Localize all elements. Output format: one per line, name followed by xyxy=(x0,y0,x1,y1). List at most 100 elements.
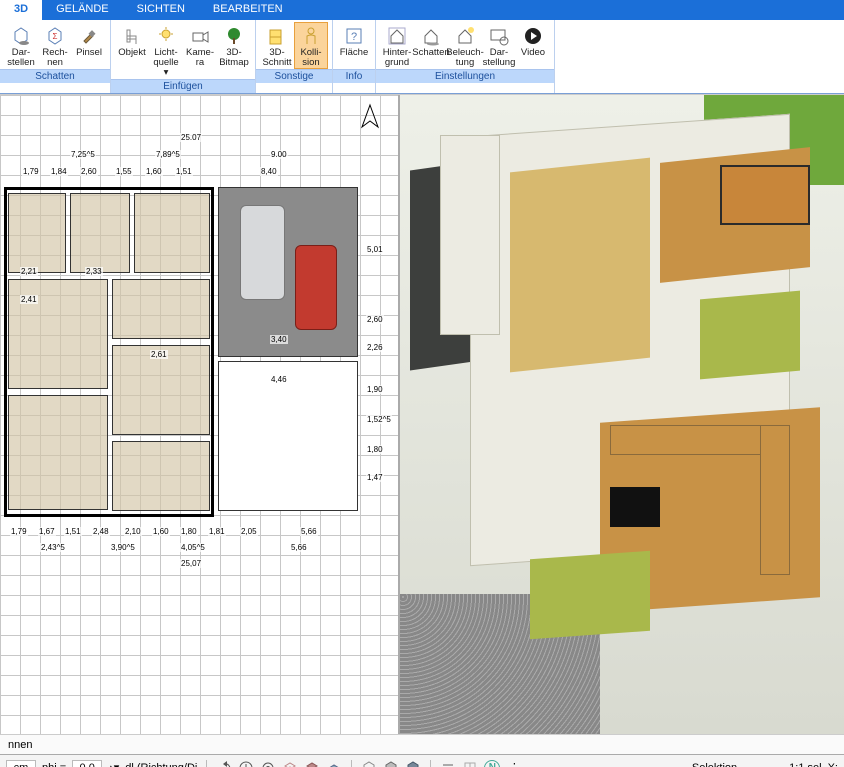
ribbon-group-einfuegen: Objekt Licht- quelle ▾ Kame- ra 3D- Bitm… xyxy=(111,20,256,93)
nav-n-icon[interactable]: N xyxy=(484,760,500,767)
darstellung-button[interactable]: Dar- stellung xyxy=(482,22,516,69)
ribbon-group-sonstige: 3D- Schnitt Kolli- sion Sonstige xyxy=(256,20,333,93)
ribbon-label: Kolli- sion xyxy=(300,48,321,68)
svg-text:Σ: Σ xyxy=(53,32,58,41)
dimension-label: 2,10 xyxy=(124,527,142,536)
dimension-label: 1,79 xyxy=(22,167,40,176)
video-button[interactable]: Video xyxy=(516,22,550,69)
dimension-label: 1,79 xyxy=(10,527,28,536)
ribbon-label: Licht- quelle ▾ xyxy=(151,48,181,78)
layers2-icon[interactable] xyxy=(304,760,320,767)
layers-icon[interactable] xyxy=(282,760,298,767)
cube-shadow-icon xyxy=(10,25,32,47)
dimension-label: 1,81 xyxy=(208,527,226,536)
solid-icon[interactable] xyxy=(405,760,421,767)
tab-gelaende[interactable]: GELÄNDE xyxy=(42,0,123,20)
undo-icon[interactable] xyxy=(216,760,232,767)
tab-3d[interactable]: 3D xyxy=(0,0,42,20)
ribbon-group-schatten: Dar- stellen Σ Rech- nen Pinsel Schatten xyxy=(0,20,111,93)
x-label: X: xyxy=(828,762,838,767)
tabbar: 3D GELÄNDE SICHTEN BEARBEITEN xyxy=(0,0,844,20)
ribbon-label: 3D- Bitmap xyxy=(219,48,249,68)
lichtquelle-button[interactable]: Licht- quelle ▾ xyxy=(149,22,183,79)
wall-block xyxy=(440,135,500,335)
objekt-button[interactable]: Objekt xyxy=(115,22,149,79)
viewport-3d[interactable] xyxy=(400,95,844,734)
dimension-label: 2,41 xyxy=(20,295,38,304)
layers3-icon[interactable] xyxy=(326,760,342,767)
ribbon-group-title: Schatten xyxy=(0,69,110,83)
ribbon-label: Video xyxy=(521,48,545,68)
tab-sichten[interactable]: SICHTEN xyxy=(123,0,199,20)
menu-icon[interactable]: ⋮ xyxy=(506,760,522,767)
scale-label: 1:1 sel xyxy=(789,762,821,767)
flaeche-button[interactable]: ? Fläche xyxy=(337,22,371,69)
monitor-gear-icon xyxy=(488,25,510,47)
ribbon-group-title: Info xyxy=(333,69,375,83)
dimension-label: 1,80 xyxy=(180,527,198,536)
rechnen-button[interactable]: Σ Rech- nen xyxy=(38,22,72,69)
pinsel-button[interactable]: Pinsel xyxy=(72,22,106,69)
dimension-label: 2,26 xyxy=(366,343,384,352)
dimension-label: 2,05 xyxy=(240,527,258,536)
dimension-label: 2,21 xyxy=(20,267,38,276)
floor-green xyxy=(530,551,650,639)
ribbon-group-title: Einfügen xyxy=(111,79,255,93)
wireframe-icon[interactable] xyxy=(361,760,377,767)
ribbon-group-einstellungen: Hinter- grund Schatten Beleuch- tung Dar… xyxy=(376,20,555,93)
dimension-label: 1,84 xyxy=(50,167,68,176)
chair-icon xyxy=(121,25,143,47)
car-silver xyxy=(240,205,285,300)
dimension-label: 7,89^5 xyxy=(155,150,181,159)
house-light-icon xyxy=(454,25,476,47)
darstellen-button[interactable]: Dar- stellen xyxy=(4,22,38,69)
phi-stepper[interactable]: ▴▾ xyxy=(108,761,119,767)
room xyxy=(8,395,108,510)
ribbon-label: Dar- stellen xyxy=(7,48,34,68)
grid-icon[interactable] xyxy=(462,760,478,767)
play-icon xyxy=(522,25,544,47)
unit-field[interactable]: cm xyxy=(6,760,36,767)
ribbon-label: Fläche xyxy=(340,48,369,68)
ribbon-group-title: Sonstige xyxy=(256,69,332,83)
ribbon-label: Kame- ra xyxy=(186,48,214,68)
ribbon-label: Dar- stellung xyxy=(483,48,516,68)
dimension-label: 3,90^5 xyxy=(110,543,136,552)
dimension-label: 7,25^5 xyxy=(70,150,96,159)
schnitt3d-button[interactable]: 3D- Schnitt xyxy=(260,22,294,69)
phi-input[interactable]: 0.0 xyxy=(72,760,102,767)
svg-text:?: ? xyxy=(351,31,357,43)
ribbon-label: Hinter- grund xyxy=(383,48,412,68)
dimension-label: 1,51 xyxy=(175,167,193,176)
kamera-button[interactable]: Kame- ra xyxy=(183,22,217,79)
dimension-label: 4,05^5 xyxy=(180,543,206,552)
shaded-icon[interactable] xyxy=(383,760,399,767)
tab-bearbeiten[interactable]: BEARBEITEN xyxy=(199,0,297,20)
dimension-label: 2,60 xyxy=(80,167,98,176)
schatten-set-button[interactable]: Schatten xyxy=(414,22,448,69)
clock-icon[interactable] xyxy=(238,760,254,767)
status-text: nnen xyxy=(8,739,32,751)
stack-icon[interactable] xyxy=(440,760,456,767)
dimension-label: 4,46 xyxy=(270,375,288,384)
north-arrow-icon xyxy=(356,103,384,131)
dimension-label: 1,60 xyxy=(145,167,163,176)
kollision-button[interactable]: Kolli- sion xyxy=(294,22,328,69)
dimension-label: 1,80 xyxy=(366,445,384,454)
viewport-2d[interactable]: 25.07 7,25^5 7,89^5 9.00 1,79 1,84 2,60 … xyxy=(0,95,400,734)
target-icon[interactable] xyxy=(260,760,276,767)
dimension-label: 25.07 xyxy=(180,133,202,142)
bed xyxy=(720,165,810,225)
statusbar: cm phi = 0.0 ▴▾ dl (Richtung/Di N ⋮ Sele… xyxy=(0,754,844,767)
dimension-label: 1,60 xyxy=(152,527,170,536)
ribbon-group-info: ? Fläche Info xyxy=(333,20,376,93)
floor-wood xyxy=(510,158,650,373)
hintergrund-button[interactable]: Hinter- grund xyxy=(380,22,414,69)
room xyxy=(70,193,130,273)
dimension-label: 1,51 xyxy=(64,527,82,536)
bitmap3d-button[interactable]: 3D- Bitmap xyxy=(217,22,251,79)
ribbon-label: 3D- Schnitt xyxy=(262,48,291,68)
light-icon xyxy=(155,25,177,47)
beleuchtung-button[interactable]: Beleuch- tung xyxy=(448,22,482,69)
dimension-label: 2,61 xyxy=(150,350,168,359)
